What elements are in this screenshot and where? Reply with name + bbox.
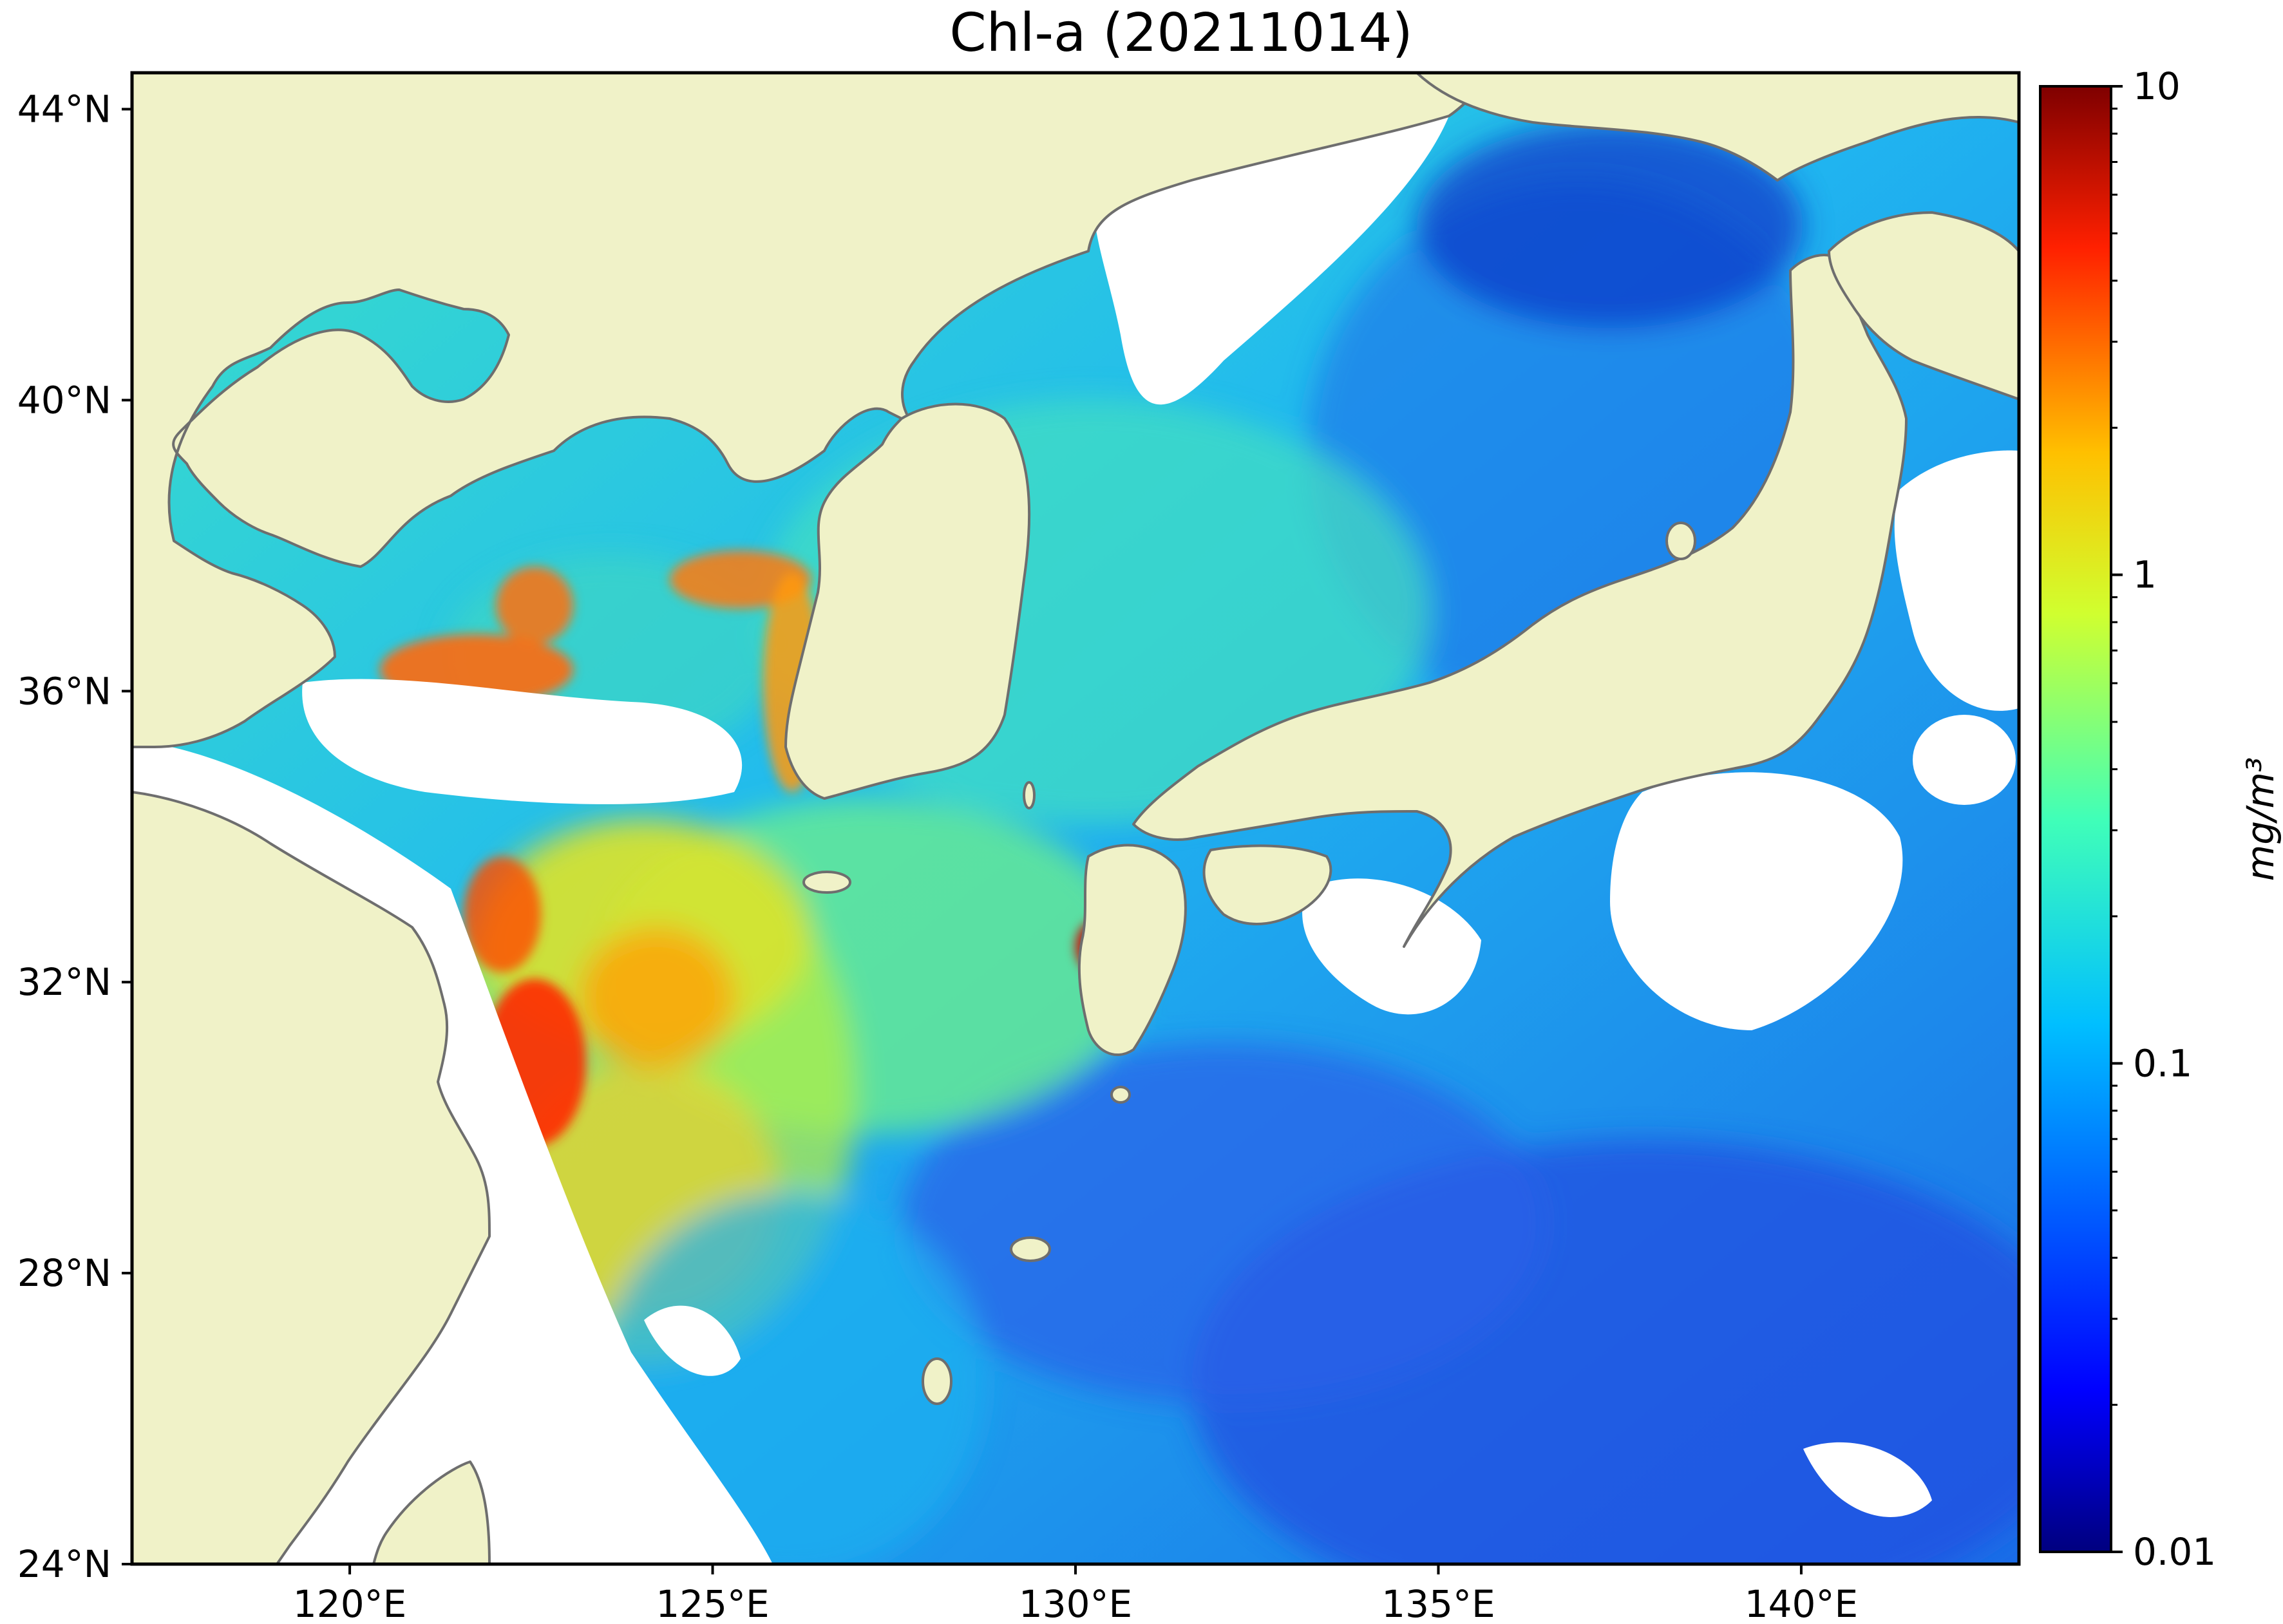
colorbar-frame <box>2039 85 2112 1553</box>
colorbar-tick-label: 0.01 <box>2133 1530 2216 1574</box>
colorbar-label: mg/m³ <box>2239 757 2282 882</box>
land-masses <box>132 73 2019 1564</box>
land-amami <box>1010 1236 1051 1262</box>
land-japan-honshu <box>1132 254 1908 948</box>
colorbar-tick-label: 0.1 <box>2133 1041 2192 1085</box>
colorbar-tick-label: 1 <box>2133 553 2157 597</box>
land-japan-shikoku <box>1202 844 1332 925</box>
land-japan-kyushu <box>1077 844 1187 1057</box>
y-tick-label: 24°N <box>17 1542 111 1586</box>
map-panel <box>132 73 2019 1564</box>
land-russia-coast <box>1416 73 2019 182</box>
land-sado <box>1665 522 1696 560</box>
land-china-east <box>132 791 491 1564</box>
colorbar: 0.01 0.1 1 10 mg/m³ <box>2039 64 2282 1574</box>
colorbar-tick-label: 10 <box>2133 64 2181 108</box>
x-tick-label: 135°E <box>1381 1582 1495 1624</box>
land-korea <box>784 402 1031 800</box>
y-tick-label: 28°N <box>17 1251 111 1295</box>
land-japan-hokkaido <box>1828 211 2019 401</box>
land-taiwan <box>372 1460 491 1564</box>
x-tick-label: 125°E <box>656 1582 769 1624</box>
map-title: Chl-a (20211014) <box>949 3 1413 64</box>
land-tsushima <box>1023 781 1036 809</box>
y-tick-label: 40°N <box>17 378 111 422</box>
land-china-north <box>132 73 1508 748</box>
x-tick-label: 130°E <box>1019 1582 1132 1624</box>
x-tick-label: 120°E <box>293 1582 406 1624</box>
map-axis-ticks: 120°E 125°E 130°E 135°E 140°E 24°N 28°N 32°N 36°… <box>17 87 1858 1624</box>
colorbar-ticks: 0.01 0.1 1 10 <box>2111 64 2216 1574</box>
y-tick-label: 32°N <box>17 960 111 1004</box>
colorbar-gradient <box>2040 86 2111 1552</box>
y-tick-label: 36°N <box>17 669 111 713</box>
x-tick-label: 140°E <box>1745 1582 1858 1624</box>
land-okinawa <box>922 1357 952 1405</box>
land-jeju <box>802 871 851 894</box>
y-tick-label: 44°N <box>17 87 111 131</box>
land-yakushima <box>1110 1086 1131 1104</box>
